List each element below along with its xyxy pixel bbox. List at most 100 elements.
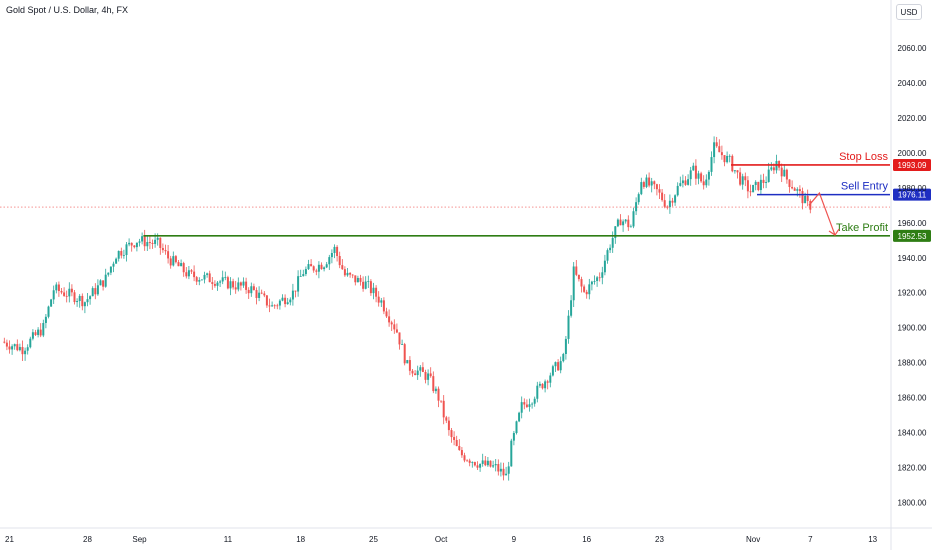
candle — [107, 272, 110, 277]
candle — [112, 261, 115, 273]
currency-selector[interactable]: USD — [896, 4, 922, 20]
candle — [151, 239, 154, 249]
candle — [785, 168, 788, 184]
candle — [255, 287, 258, 305]
candle — [94, 283, 97, 300]
time-tick-label: 25 — [369, 535, 378, 544]
candle — [294, 290, 297, 298]
candle — [437, 386, 440, 408]
candle — [76, 298, 79, 307]
candle — [484, 456, 487, 467]
candle — [687, 174, 690, 186]
candle — [694, 159, 697, 185]
candle — [788, 179, 791, 193]
candle — [44, 314, 47, 329]
candle — [401, 339, 404, 345]
candle — [203, 271, 206, 284]
candle — [206, 272, 209, 278]
candle — [580, 276, 583, 293]
candle — [258, 286, 261, 302]
candle — [453, 431, 456, 446]
candle — [146, 235, 149, 251]
candle — [549, 372, 552, 388]
candle — [193, 265, 196, 282]
candle — [265, 295, 268, 308]
candle — [221, 270, 224, 285]
price-tick-label: 1800.00 — [898, 499, 927, 508]
candle — [354, 275, 357, 286]
candle — [115, 257, 118, 264]
candle — [57, 281, 60, 297]
candle — [624, 218, 627, 224]
candle — [419, 365, 422, 377]
candle — [606, 248, 609, 264]
candle — [609, 244, 612, 254]
candle — [505, 466, 508, 476]
candle — [24, 347, 27, 361]
candle — [211, 277, 214, 290]
candle — [798, 185, 801, 198]
time-tick-label: 23 — [655, 535, 664, 544]
candle — [159, 237, 162, 255]
candle — [650, 177, 653, 193]
candle — [590, 280, 593, 291]
time-tick-label: Oct — [435, 535, 448, 544]
price-axis[interactable]: 1993.09 1976.11 1952.53 1800.00 1820.00 1840.… — [893, 44, 931, 508]
candle — [567, 310, 570, 344]
candle — [26, 344, 29, 355]
candle — [705, 174, 708, 188]
candle — [783, 164, 786, 177]
candle — [655, 183, 658, 196]
candle — [187, 266, 190, 280]
time-tick-label: 16 — [582, 535, 591, 544]
chart-title: Gold Spot / U.S. Dollar, 4h, FX — [6, 5, 129, 15]
candle — [325, 261, 328, 269]
candle — [476, 461, 479, 470]
candle — [512, 431, 515, 446]
candle — [611, 231, 614, 253]
candle — [42, 319, 45, 338]
candle — [544, 379, 547, 393]
candle — [234, 280, 237, 294]
candle — [434, 386, 437, 394]
candle — [455, 435, 458, 447]
candle — [629, 224, 632, 228]
candle — [398, 332, 401, 350]
candle — [99, 279, 102, 286]
level-price-tag: 1976.11 — [893, 188, 931, 201]
price-tick-label: 1860.00 — [898, 394, 927, 403]
candle — [96, 279, 99, 296]
price-tick-label: 2060.00 — [898, 44, 927, 53]
time-tick-label: 11 — [224, 535, 233, 544]
candle — [169, 255, 172, 269]
candle — [575, 259, 578, 277]
candle — [216, 280, 219, 291]
candle — [102, 280, 105, 291]
projection-arrowhead — [828, 228, 840, 236]
candle — [507, 461, 510, 481]
candle — [622, 219, 625, 232]
candle — [289, 297, 292, 306]
candle — [492, 460, 495, 468]
candle — [200, 279, 203, 281]
candle — [320, 262, 323, 270]
candle — [242, 277, 245, 288]
candle — [185, 267, 188, 279]
candle — [143, 229, 146, 251]
candle — [736, 170, 739, 179]
time-axis[interactable]: 2128Sep111825Oct91623Nov71320 — [5, 535, 932, 544]
candle — [198, 277, 201, 286]
candle — [382, 297, 385, 315]
candle — [757, 181, 760, 192]
candle — [174, 254, 177, 264]
price-tick-label: 1820.00 — [898, 464, 927, 473]
candle — [195, 275, 198, 286]
candle — [229, 277, 232, 296]
candle — [13, 343, 16, 350]
candle — [78, 294, 81, 308]
candle — [81, 293, 84, 311]
candle — [442, 395, 445, 425]
candle — [528, 398, 531, 412]
candle — [541, 383, 544, 390]
